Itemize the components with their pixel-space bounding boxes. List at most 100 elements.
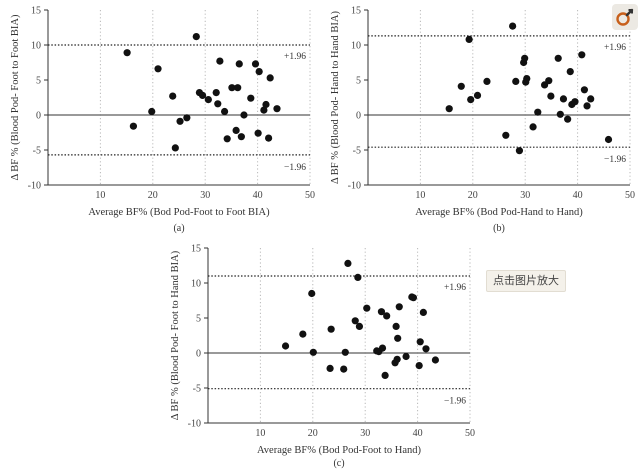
x-tick-label: 20: [468, 190, 478, 201]
data-point: [237, 133, 245, 141]
data-point: [483, 77, 491, 85]
x-axis-label: Average BF% (Bod Pod-Foot to Foot BIA): [88, 207, 270, 218]
y-tick-label: 15: [191, 244, 201, 255]
data-point: [363, 304, 371, 312]
data-point: [393, 355, 401, 363]
y-axis-label: Δ BF % (Blood Pod- Foot to Foot BIA): [10, 14, 21, 181]
data-point: [176, 117, 184, 125]
upper-limit-label: +1.96: [444, 283, 466, 293]
data-point: [234, 84, 242, 92]
data-point: [445, 105, 453, 113]
y-axis-label: Δ BF % (Blood Pod- Foot to Hand BIA): [170, 250, 181, 420]
chart-panel-2: -10 -5 0 5 10 15 10 20 30 40 50 +1.96 −1.96 Average B…: [330, 6, 635, 235]
data-point: [327, 325, 335, 333]
y-tick-label: 0: [356, 111, 361, 122]
data-point: [351, 317, 359, 325]
lower-limit-label: −1.96: [444, 397, 466, 407]
data-point: [171, 144, 179, 152]
data-point: [578, 51, 586, 59]
x-tick-label: 40: [573, 190, 583, 201]
data-point: [260, 106, 268, 114]
data-point: [416, 338, 424, 346]
data-point: [383, 312, 391, 320]
data-point: [583, 102, 591, 110]
data-point: [580, 86, 589, 94]
data-point: [394, 334, 402, 342]
data-point: [534, 108, 542, 116]
x-tick-label: 50: [625, 190, 635, 201]
data-point: [308, 289, 316, 298]
data-point: [216, 57, 224, 65]
data-point: [281, 342, 290, 350]
data-point: [309, 348, 317, 356]
data-point: [547, 92, 555, 100]
data-point: [545, 77, 553, 85]
x-tick-label: 50: [305, 190, 315, 201]
data-point: [556, 110, 564, 118]
enlarge-image-tooltip: 点击图片放大: [486, 270, 566, 292]
y-tick-label: 15: [351, 6, 361, 17]
y-tick-label: 10: [191, 279, 201, 290]
data-point: [255, 68, 263, 76]
upper-limit-label: +1.96: [604, 43, 626, 53]
data-point: [467, 96, 475, 104]
data-point: [566, 68, 574, 76]
x-tick-label: 40: [413, 428, 423, 439]
x-tick-label: 50: [465, 428, 475, 439]
data-point: [169, 92, 177, 100]
data-point: [559, 95, 568, 103]
data-point: [422, 345, 430, 353]
x-tick-label: 20: [148, 190, 158, 201]
data-point: [554, 54, 562, 62]
data-point: [183, 114, 191, 122]
data-point: [509, 22, 517, 30]
data-point: [395, 303, 403, 311]
zoom-button[interactable]: [612, 4, 638, 30]
data-point: [251, 60, 260, 68]
chart-panel-3: -10 -5 0 5 10 15 10 20 30 40 50 +1.96 −1.96 Average B…: [170, 244, 475, 470]
data-point: [266, 74, 274, 82]
data-point: [254, 129, 262, 137]
data-point: [473, 91, 482, 99]
data-point: [571, 98, 579, 106]
data-point: [512, 77, 520, 85]
x-axis-label: Average BF% (Bod Pod-Hand to Hand): [415, 207, 583, 218]
data-point: [148, 107, 156, 116]
data-point: [515, 147, 524, 155]
magnify-zoom-icon: [616, 8, 634, 26]
panel-label: (c): [333, 458, 344, 469]
x-tick-label: 10: [415, 190, 425, 201]
y-tick-label: 10: [31, 41, 41, 52]
data-point: [392, 322, 400, 330]
data-point: [529, 123, 537, 131]
data-point: [204, 96, 212, 104]
data-point: [354, 273, 362, 281]
x-tick-label: 20: [308, 428, 318, 439]
panel-label: (b): [493, 223, 505, 234]
data-point: [240, 111, 248, 119]
data-point: [344, 259, 352, 267]
data-point: [431, 356, 440, 364]
data-point: [377, 308, 386, 316]
data-point: [228, 84, 236, 92]
data-point: [129, 122, 138, 130]
data-point: [299, 330, 307, 338]
y-axis-label: Δ BF % (Blood Pod- Hand to Hand BIA): [330, 10, 341, 184]
data-point: [502, 131, 510, 139]
y-tick-label: -5: [193, 384, 201, 395]
data-point: [154, 65, 162, 73]
x-axis-label: Average BF% (Bod Pod-Foot to Hand): [257, 445, 421, 456]
y-tick-label: 10: [351, 41, 361, 52]
y-tick-label: 5: [356, 76, 361, 87]
data-point: [523, 75, 531, 83]
data-point: [457, 82, 465, 90]
chart-panel-1: -10 -5 0 5 10 15 10 20 30 40 50 +1.96 −1.96 Average B…: [10, 6, 315, 235]
upper-limit-label: +1.96: [284, 52, 306, 62]
data-point: [223, 135, 231, 143]
y-tick-label: -10: [28, 181, 41, 192]
y-tick-label: -5: [33, 146, 41, 157]
y-tick-label: 0: [196, 349, 201, 360]
data-point: [220, 107, 229, 116]
data-point: [409, 294, 418, 302]
data-point: [273, 105, 281, 113]
